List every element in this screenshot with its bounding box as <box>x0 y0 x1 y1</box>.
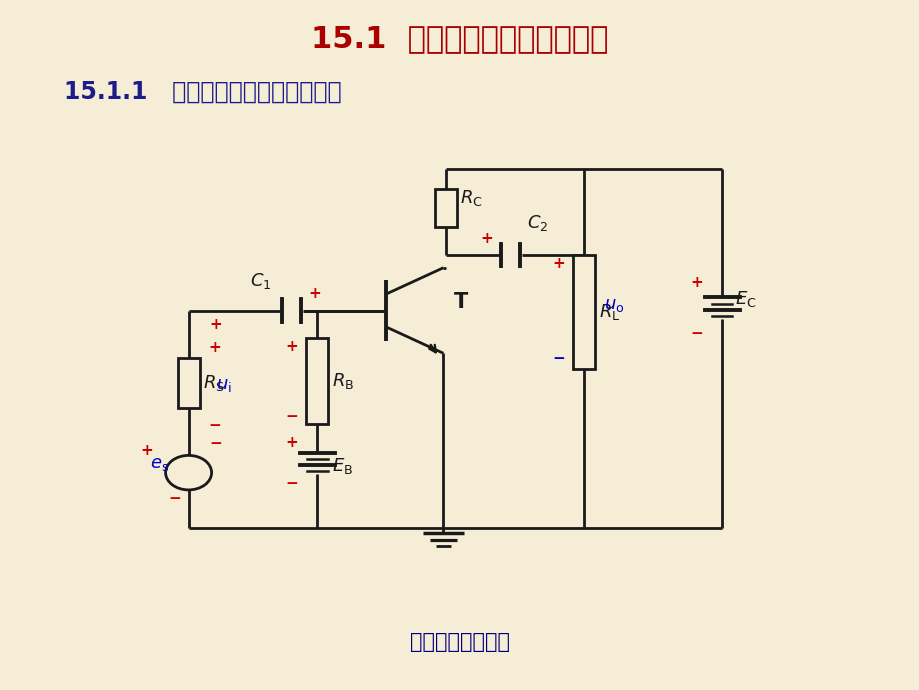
Text: +: + <box>285 435 298 451</box>
Text: −: − <box>285 475 298 491</box>
Text: −: − <box>168 491 181 506</box>
Bar <box>435 189 457 227</box>
Text: 15.1.1   共发射极基本放大电路组成: 15.1.1 共发射极基本放大电路组成 <box>64 79 342 104</box>
Text: $u_\mathrm{i}$: $u_\mathrm{i}$ <box>216 375 232 394</box>
Text: +: + <box>551 256 564 271</box>
Text: +: + <box>140 443 153 458</box>
Text: $e_\mathrm{s}$: $e_\mathrm{s}$ <box>150 455 169 473</box>
Text: $E_\mathrm{B}$: $E_\mathrm{B}$ <box>332 456 353 475</box>
Text: $\bf{T}$: $\bf{T}$ <box>452 293 469 312</box>
Text: −: − <box>689 326 702 341</box>
Text: 15.1  共发射极放大电路的组成: 15.1 共发射极放大电路的组成 <box>311 24 608 53</box>
Text: $R_\mathrm{B}$: $R_\mathrm{B}$ <box>332 371 354 391</box>
Text: $R_\mathrm{S}$: $R_\mathrm{S}$ <box>203 373 225 393</box>
Text: −: − <box>208 418 221 433</box>
Bar <box>177 358 199 408</box>
Text: $C_1$: $C_1$ <box>250 271 271 291</box>
Text: $R_\mathrm{L}$: $R_\mathrm{L}$ <box>598 302 619 322</box>
Text: −: − <box>210 436 222 451</box>
Circle shape <box>165 455 211 490</box>
Text: 共发射极基本电路: 共发射极基本电路 <box>410 632 509 652</box>
Text: −: − <box>551 351 564 366</box>
Text: $E_\mathrm{C}$: $E_\mathrm{C}$ <box>734 289 755 308</box>
Text: −: − <box>285 408 298 424</box>
Text: +: + <box>480 230 493 246</box>
Text: +: + <box>208 339 221 355</box>
Text: $R_\mathrm{C}$: $R_\mathrm{C}$ <box>460 188 482 208</box>
Bar <box>573 255 595 369</box>
Text: +: + <box>689 275 702 290</box>
Text: +: + <box>308 286 321 301</box>
Text: +: + <box>285 339 298 354</box>
Bar <box>306 338 328 424</box>
Text: +: + <box>210 317 222 332</box>
Text: $u_\mathrm{o}$: $u_\mathrm{o}$ <box>604 296 624 315</box>
Text: $C_2$: $C_2$ <box>527 213 548 233</box>
